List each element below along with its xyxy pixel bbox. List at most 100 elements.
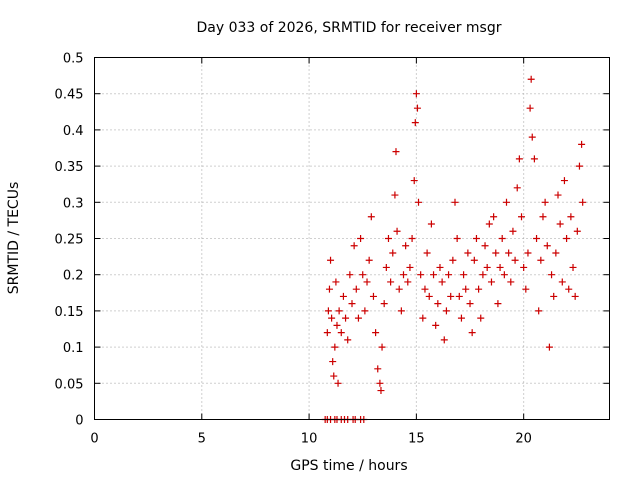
data-point: [408, 235, 416, 242]
data-point: [377, 387, 385, 395]
data-point: [573, 227, 581, 235]
data-point: [485, 220, 493, 228]
data-point: [453, 235, 461, 242]
data-point: [481, 242, 489, 250]
data-point: [380, 300, 388, 308]
chart-title: Day 033 of 2026, SRMTID for receiver msg…: [197, 20, 502, 36]
data-point: [511, 256, 519, 264]
x-tick-label: 0: [90, 432, 98, 447]
data-point: [324, 307, 332, 315]
data-point: [464, 249, 472, 257]
data-point: [342, 314, 350, 322]
data-point: [334, 379, 342, 387]
data-point: [430, 271, 438, 279]
y-axis-label: SRMTID / TECUs: [6, 182, 22, 295]
data-point: [344, 336, 352, 344]
data-point: [552, 249, 560, 257]
data-point: [434, 300, 442, 308]
data-point: [468, 329, 476, 337]
data-point: [524, 249, 532, 257]
data-point: [522, 285, 530, 293]
data-point: [565, 285, 573, 293]
y-tick-label: 0.45: [55, 88, 84, 103]
data-point: [509, 227, 517, 235]
data-point: [466, 300, 474, 308]
data-point: [548, 271, 556, 279]
data-point: [438, 278, 446, 286]
data-point: [337, 329, 345, 337]
x-axis-label: GPS time / hours: [290, 458, 407, 474]
data-point: [425, 292, 433, 300]
data-point: [393, 227, 401, 235]
data-point: [363, 278, 371, 286]
y-tick-label: 0.3: [63, 196, 84, 211]
data-point: [421, 285, 429, 293]
x-tick-label: 5: [198, 432, 206, 447]
data-point: [545, 343, 553, 351]
data-point: [515, 155, 523, 163]
data-point: [357, 235, 365, 242]
data-point: [496, 263, 504, 271]
data-point: [479, 271, 487, 279]
y-tick-label: 0.15: [55, 305, 84, 320]
data-point: [498, 235, 506, 242]
x-tick-label: 10: [301, 432, 318, 447]
data-point: [530, 155, 538, 163]
x-tick-label: 20: [515, 432, 532, 447]
data-point: [330, 372, 338, 380]
data-point: [332, 278, 340, 286]
data-point: [578, 140, 586, 148]
data-point: [369, 292, 377, 300]
grid-lines: [94, 57, 610, 420]
data-point: [457, 314, 465, 322]
data-point: [402, 242, 410, 250]
data-point: [346, 271, 354, 279]
data-point: [392, 148, 400, 156]
data-point: [487, 278, 495, 286]
y-tick-label: 0.25: [55, 233, 84, 248]
data-point: [397, 307, 405, 315]
axis-ticks: [94, 57, 610, 420]
data-point: [554, 191, 562, 199]
data-point: [436, 263, 444, 271]
data-point: [378, 343, 386, 351]
data-point: [400, 271, 407, 279]
data-point: [526, 104, 534, 112]
data-point: [412, 90, 420, 98]
data-point: [440, 336, 448, 344]
data-point: [391, 191, 399, 199]
data-point: [462, 285, 470, 293]
data-point: [505, 249, 513, 257]
data-point: [382, 263, 390, 271]
data-point: [556, 220, 564, 228]
data-point: [575, 162, 583, 170]
data-point: [423, 249, 431, 257]
data-point: [365, 256, 373, 264]
data-point: [560, 177, 568, 185]
data-point: [449, 256, 457, 264]
data-point: [513, 184, 521, 192]
data-point: [350, 242, 358, 250]
data-point: [472, 235, 480, 242]
y-tick-labels: 0 0.05 0.1 0.15 0.2 0.25 0.3 0.35 0.4 0.45 0.5: [55, 52, 84, 429]
data-point: [543, 242, 551, 250]
y-tick-label: 0.2: [63, 269, 84, 284]
data-point: [518, 213, 526, 221]
data-point: [563, 235, 571, 242]
data-point: [494, 300, 502, 308]
data-point: [539, 213, 547, 221]
data-point: [404, 278, 412, 286]
data-point: [470, 256, 478, 264]
data-point: [567, 213, 575, 221]
data-point: [475, 285, 483, 293]
data-point: [335, 307, 343, 315]
y-tick-label: 0.4: [63, 124, 84, 139]
data-point: [374, 365, 382, 373]
data-point: [415, 198, 423, 206]
x-tick-labels: 0 5 10 15 20: [90, 432, 532, 447]
data-point: [323, 329, 331, 337]
data-point: [541, 198, 549, 206]
data-point: [445, 271, 453, 279]
data-point: [348, 300, 356, 308]
